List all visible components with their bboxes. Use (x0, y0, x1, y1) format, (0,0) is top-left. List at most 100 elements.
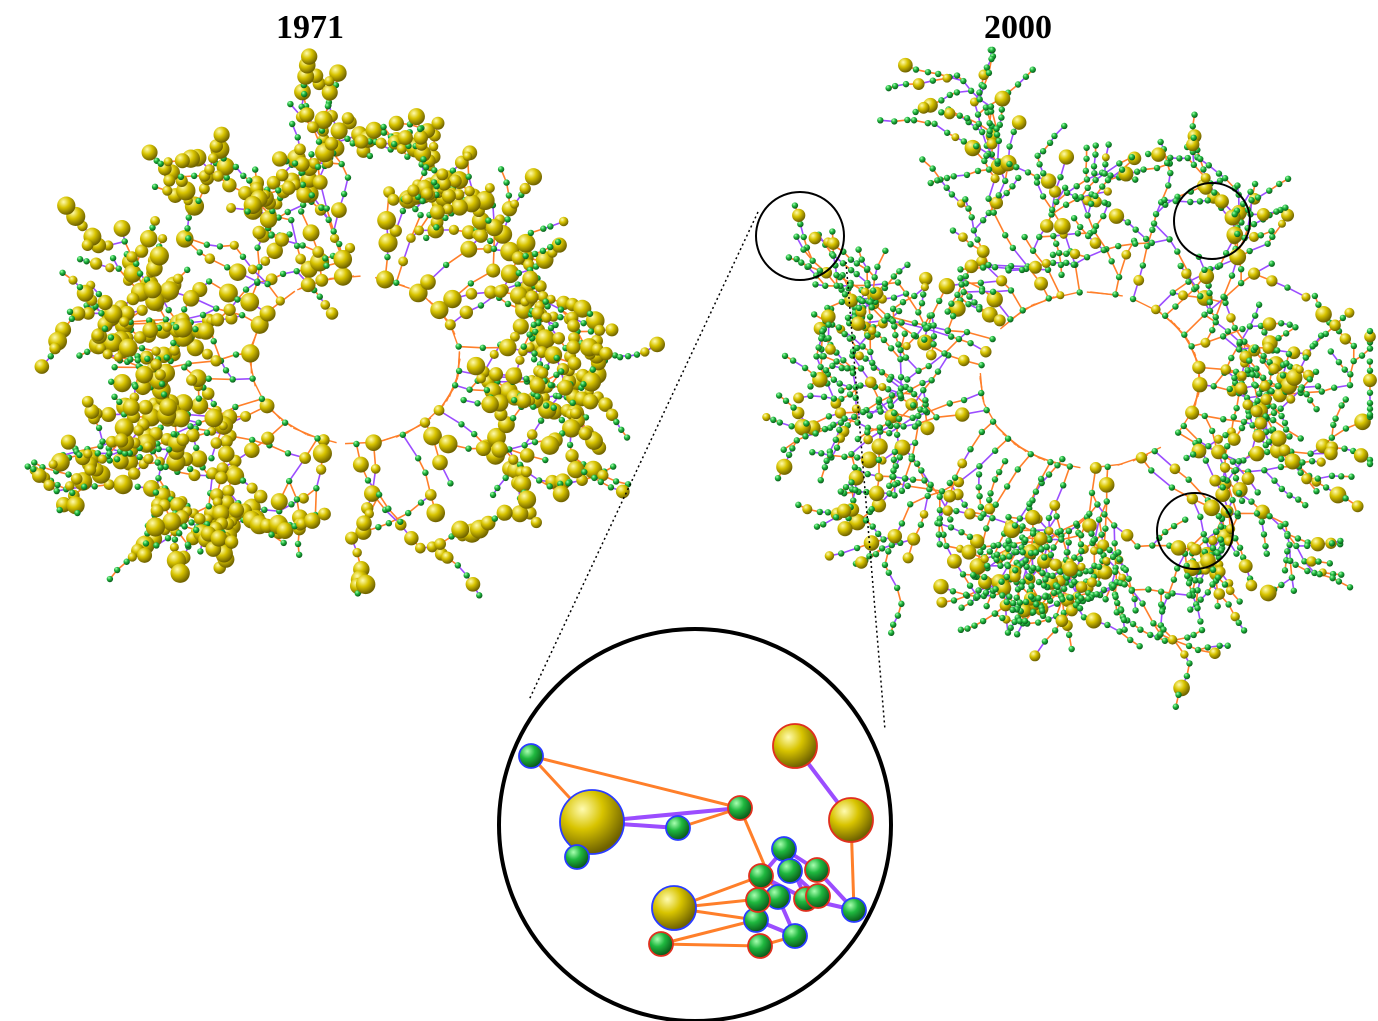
small-node (116, 399, 122, 405)
small-node (108, 334, 114, 340)
large-node (594, 325, 605, 336)
large-node (1049, 500, 1060, 511)
small-node (993, 502, 999, 508)
small-node (880, 536, 886, 542)
small-node (144, 356, 150, 362)
small-node (1028, 451, 1034, 457)
large-node (151, 504, 164, 517)
small-node (548, 382, 554, 388)
small-node (863, 489, 869, 495)
small-node (994, 551, 1000, 557)
small-node (1052, 627, 1058, 633)
large-node (202, 349, 213, 360)
small-node (554, 355, 560, 361)
small-node (976, 484, 982, 490)
small-node (888, 630, 894, 636)
large-node (1213, 588, 1225, 600)
small-node (412, 206, 418, 212)
small-node (907, 501, 913, 507)
small-node (1248, 498, 1254, 504)
small-node (163, 316, 169, 322)
small-node (315, 164, 321, 170)
large-node (460, 241, 477, 258)
small-node (1236, 458, 1242, 464)
small-node (108, 379, 114, 385)
small-node (492, 515, 498, 521)
small-node (1315, 302, 1321, 308)
large-node (150, 216, 160, 226)
large-node (299, 452, 311, 464)
small-node (950, 588, 956, 594)
small-node (1312, 293, 1318, 299)
small-node (135, 357, 141, 363)
small-node (964, 625, 970, 631)
small-node (171, 431, 177, 437)
edge (1223, 276, 1232, 297)
small-node (1239, 498, 1245, 504)
large-node (218, 446, 235, 463)
large-node (170, 543, 179, 552)
small-node (505, 301, 511, 307)
small-node (1175, 429, 1181, 435)
small-node (992, 611, 998, 617)
small-node (181, 523, 187, 529)
small-node (1018, 584, 1024, 590)
small-node (978, 504, 984, 510)
small-node (193, 527, 199, 533)
small-node (1214, 550, 1220, 556)
small-node (1148, 467, 1154, 473)
small-node (77, 284, 83, 290)
small-node (1090, 537, 1096, 543)
small-node (468, 280, 474, 286)
large-node (101, 407, 116, 422)
small-node (200, 312, 206, 318)
large-node (376, 138, 387, 149)
large-node (240, 293, 259, 312)
large-node (313, 444, 332, 463)
small-node (1047, 459, 1053, 465)
small-node (1046, 515, 1052, 521)
small-node (825, 509, 831, 515)
small-node (1342, 366, 1348, 372)
small-node (281, 540, 287, 546)
large-node (414, 225, 424, 235)
small-node (381, 130, 387, 136)
small-node (325, 103, 331, 109)
small-node (1367, 390, 1373, 396)
large-node (183, 290, 200, 307)
small-node (838, 550, 844, 556)
small-node (1033, 601, 1039, 607)
small-node (1331, 385, 1337, 391)
small-node (1157, 631, 1163, 637)
small-node (471, 431, 477, 437)
small-node (559, 417, 565, 423)
small-node (195, 198, 201, 204)
large-node (158, 234, 167, 243)
small-node (511, 397, 517, 403)
large-node (888, 529, 902, 543)
small-node (1255, 489, 1261, 495)
large-node (565, 449, 578, 462)
large-node (415, 543, 426, 554)
large-node (947, 554, 962, 569)
small-node (77, 256, 83, 262)
small-node (1225, 601, 1231, 607)
small-node (191, 173, 197, 179)
small-node (275, 187, 281, 193)
large-node (512, 251, 525, 264)
small-node (504, 216, 510, 222)
small-node (1086, 511, 1092, 517)
small-node (323, 263, 329, 269)
large-node (43, 480, 54, 491)
large-node (211, 437, 223, 449)
large-node (434, 405, 445, 416)
small-node (975, 587, 981, 593)
small-node (48, 353, 54, 359)
small-node (894, 585, 900, 591)
large-node (599, 347, 612, 360)
large-node (579, 427, 592, 440)
small-node (1329, 575, 1335, 581)
small-node (1106, 547, 1112, 553)
large-node (398, 130, 413, 145)
small-node (1042, 594, 1048, 600)
